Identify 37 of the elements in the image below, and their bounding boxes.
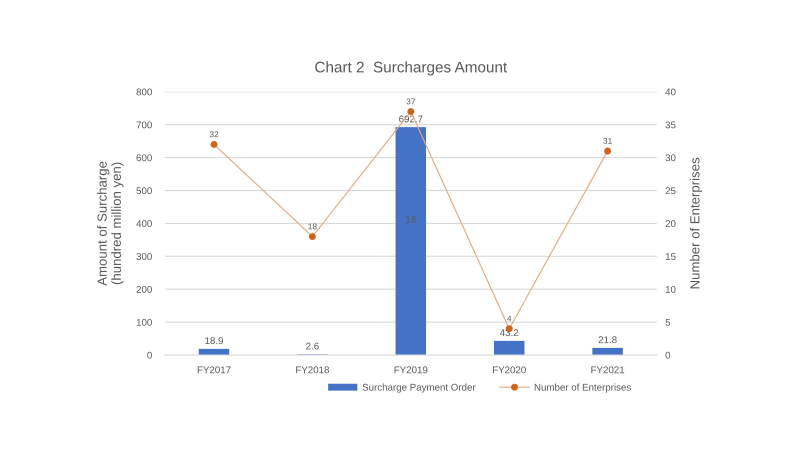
chart-title: Chart 2 Surcharges Amount: [315, 61, 508, 76]
data-label: 18.9: [205, 337, 223, 344]
x-tick-label: FY2017: [198, 366, 231, 374]
data-label: 37: [406, 98, 416, 104]
data-label: 18: [308, 223, 317, 230]
y-tick-label: 800: [136, 88, 152, 96]
x-tick-label: FY2019: [394, 366, 428, 374]
y-tick-label: 500: [136, 187, 152, 194]
legend-label: Number of Enterprises: [534, 384, 631, 393]
annotation: 18: [406, 216, 416, 223]
y2-tick-label: 10: [666, 286, 676, 293]
y2-tick-label: 15: [666, 253, 676, 260]
y-tick-label: 300: [136, 253, 152, 260]
x-tick-label: FY2018: [296, 366, 330, 374]
data-label: 21.8: [598, 336, 617, 344]
legend-label: Surcharge Payment Order: [362, 384, 476, 393]
y2-tick-label: 20: [666, 220, 676, 228]
x-tick-label: FY2021: [591, 366, 624, 374]
y2-tick-label: 5: [666, 318, 670, 326]
y-tick-label: 400: [136, 220, 152, 228]
y2-tick-label: 30: [666, 154, 676, 162]
y-tick-label: 100: [136, 318, 152, 326]
y-tick-label: 200: [136, 286, 152, 293]
data-label: 2.6: [306, 342, 319, 350]
y2-tick-label: 25: [666, 187, 676, 194]
y-tick-label: 600: [136, 154, 152, 162]
y2-axis-title: Number of Enterprises: [690, 158, 702, 288]
y2-tick-label: 0: [666, 352, 670, 359]
y2-tick-label: 40: [665, 88, 676, 96]
data-label: 32: [210, 131, 218, 138]
data-label: 31: [603, 138, 612, 144]
y-axis-title: Amount of Surcharge (hundred million yen): [97, 162, 124, 286]
y2-tick-label: 35: [666, 121, 676, 128]
y-tick-label: 700: [136, 121, 152, 128]
data-label: 4: [507, 316, 512, 322]
y-tick-label: 0: [147, 352, 152, 359]
x-tick-label: FY2020: [492, 366, 526, 374]
